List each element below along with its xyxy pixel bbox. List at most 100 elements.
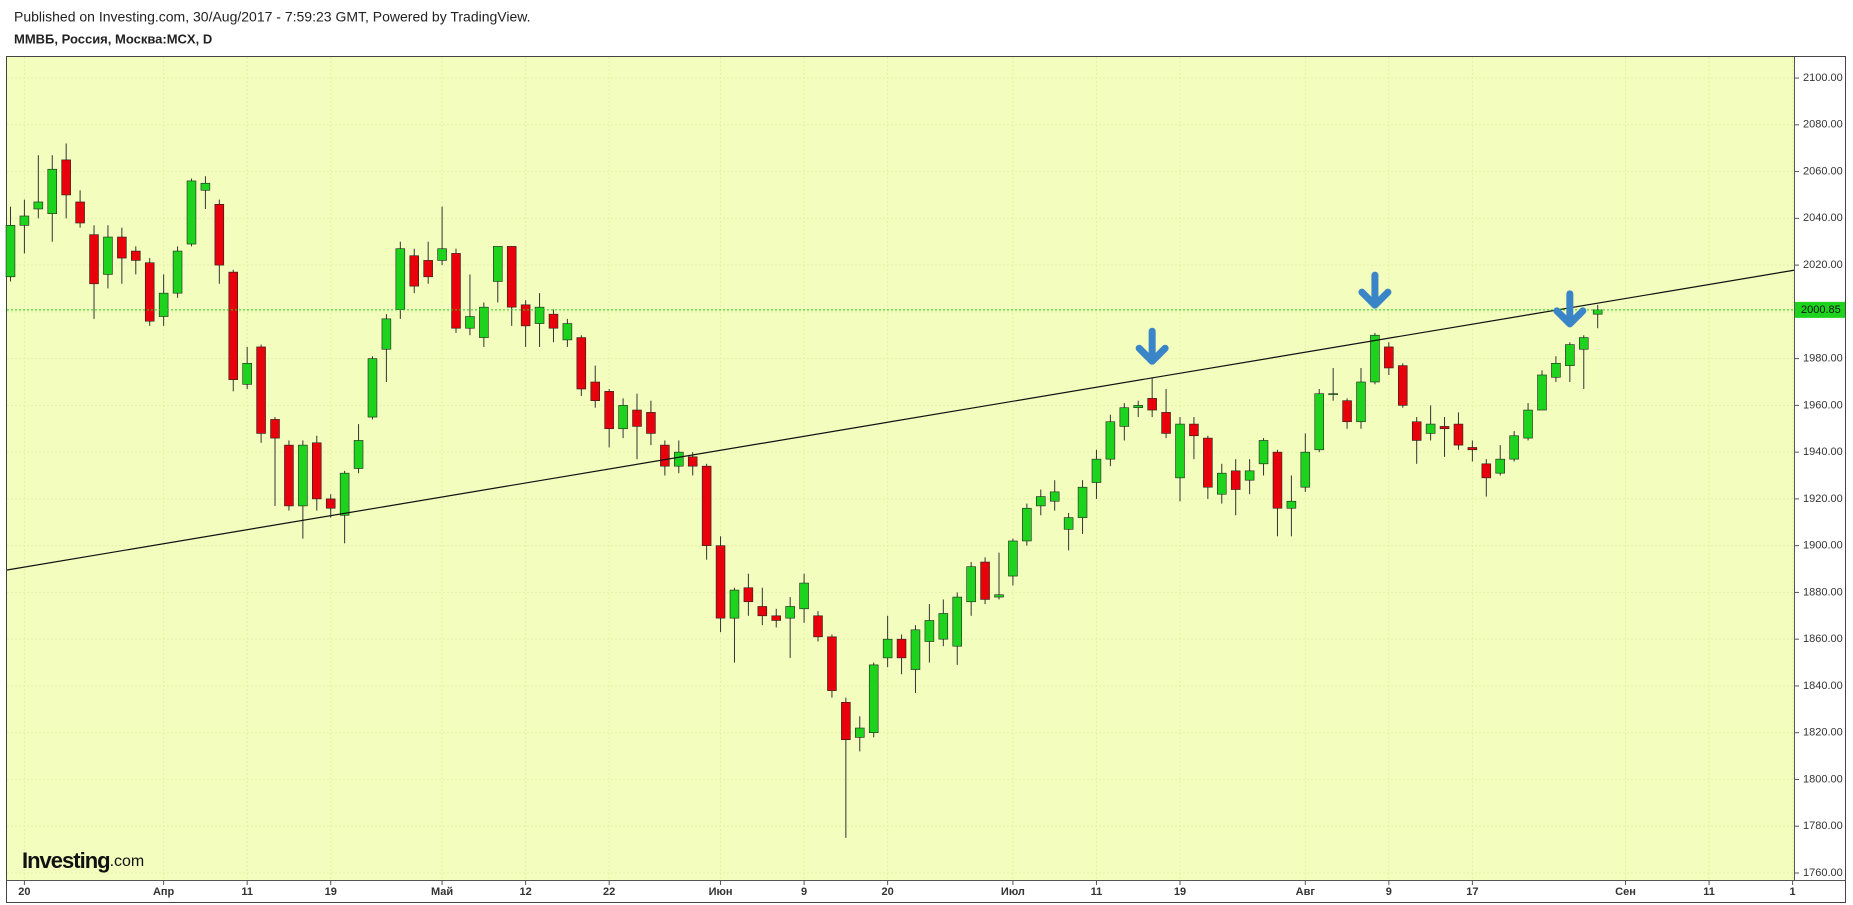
candle-body (47, 168, 58, 214)
candle-body (1356, 381, 1366, 423)
candle-body (1175, 423, 1185, 479)
x-tick-label: 20 (18, 886, 30, 898)
candle-body (242, 362, 252, 385)
candle-body (158, 292, 169, 317)
candle-body (952, 596, 962, 647)
candle-body (1425, 423, 1436, 434)
x-tick-label: Апр (153, 886, 175, 898)
candle-body (1411, 421, 1422, 441)
candle-body (1147, 398, 1157, 411)
candle-body (144, 262, 155, 322)
candle-body (715, 545, 726, 619)
x-tick-label: 11 (1091, 886, 1103, 898)
candle-body (1453, 423, 1464, 446)
candle-body (618, 405, 628, 430)
candle-body (479, 306, 489, 338)
x-tick-label: Сен (1615, 886, 1636, 898)
candle-body (451, 253, 461, 329)
candle-body (1481, 463, 1492, 479)
y-tick-label: 1960.00 (1803, 399, 1843, 411)
y-tick-label: 1860.00 (1803, 633, 1843, 645)
arrow-marker (1553, 290, 1587, 328)
candle-body (423, 260, 433, 278)
watermark-suffix: .com (110, 853, 145, 870)
y-tick-label: 1800.00 (1803, 773, 1843, 785)
candle-body (256, 346, 266, 434)
x-tick-label: Июн (709, 886, 733, 898)
y-tick-label: 1760.00 (1803, 867, 1843, 879)
published-note: Published on Investing.com, 30/Aug/2017 … (14, 9, 531, 25)
x-tick-label: 19 (1174, 886, 1186, 898)
y-tick-label: 2080.00 (1803, 119, 1843, 131)
candle-body (19, 215, 30, 226)
y-tick-label: 1780.00 (1803, 820, 1843, 832)
arrow-marker (1135, 327, 1169, 365)
y-tick-label: 1980.00 (1803, 353, 1843, 365)
candle-body (1370, 334, 1380, 383)
candle-body (1592, 309, 1603, 315)
candle-body (660, 444, 670, 467)
candle-body (1342, 400, 1352, 423)
x-tick-label: 22 (603, 886, 615, 898)
candle-body (534, 306, 545, 324)
candle-body (729, 589, 740, 619)
candle-body (674, 451, 684, 467)
y-tick-label: 1900.00 (1803, 540, 1843, 552)
candle-body (1398, 365, 1408, 406)
y-tick-label: 1940.00 (1803, 446, 1843, 458)
y-tick-label: 2060.00 (1803, 165, 1843, 177)
candle-body (1579, 337, 1589, 350)
candle-body (353, 440, 364, 469)
candle-body (1105, 421, 1116, 460)
candle-body (1091, 458, 1102, 483)
candle-body (994, 594, 1004, 598)
x-tick-label: 19 (325, 886, 337, 898)
candle-body (743, 587, 754, 603)
x-tick-label: 17 (1466, 886, 1478, 898)
candle-body (855, 727, 865, 738)
candle-body (1551, 362, 1561, 378)
candle-body (868, 664, 879, 734)
x-tick-label: Авг (1296, 886, 1316, 898)
candle-body (298, 444, 308, 507)
candle-body (1063, 517, 1074, 530)
last-price-label: 2000.85 (1801, 304, 1841, 316)
candle-body (506, 246, 517, 308)
y-tick-label: 2040.00 (1803, 212, 1843, 224)
candle-body (1300, 451, 1311, 488)
candle-body (841, 702, 851, 741)
candle-body (799, 582, 809, 610)
candle-body (381, 318, 392, 350)
candle-body (270, 419, 280, 439)
candle-body (1272, 451, 1283, 509)
candle-body (1203, 437, 1213, 488)
candle-body (367, 358, 378, 418)
candle-body (437, 248, 447, 261)
plot-layer (5, 57, 1795, 880)
candle-body (1467, 447, 1478, 451)
candle-body (103, 236, 113, 275)
y-tick-label: 2100.00 (1803, 72, 1843, 84)
y-tick-label: 2020.00 (1803, 259, 1843, 271)
candle-body (1008, 540, 1018, 577)
x-tick-label: 9 (801, 886, 807, 898)
candle-body (339, 472, 350, 516)
candle-body (966, 566, 976, 603)
candle-body (1077, 486, 1088, 518)
candle-body (701, 465, 712, 546)
candle-body (785, 606, 795, 619)
trend-line (6, 269, 1795, 571)
candle-body (924, 620, 935, 642)
candle-body (520, 304, 531, 327)
x-tick-label: 1 (1790, 886, 1796, 898)
candle-body (1244, 470, 1255, 481)
candle-body (1022, 507, 1032, 542)
candle-body (89, 234, 99, 285)
last-price-box (1795, 301, 1845, 318)
x-tick-label: 11 (1703, 886, 1715, 898)
candle-body (1133, 405, 1143, 409)
candle-body (1565, 344, 1575, 366)
candle-body (284, 444, 294, 507)
y-tick-label: 1920.00 (1803, 493, 1843, 505)
